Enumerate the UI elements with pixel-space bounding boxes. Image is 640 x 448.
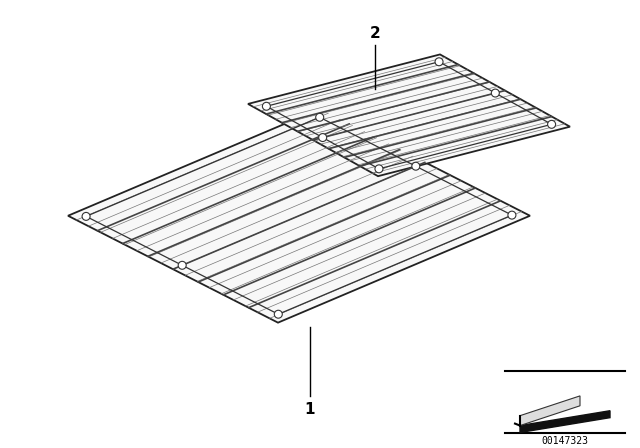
Polygon shape: [248, 55, 570, 176]
Circle shape: [262, 102, 270, 110]
Text: 00147323: 00147323: [541, 436, 589, 447]
Circle shape: [375, 165, 383, 173]
Polygon shape: [520, 411, 610, 432]
Circle shape: [492, 89, 499, 97]
Circle shape: [435, 58, 443, 66]
Polygon shape: [520, 396, 580, 426]
Circle shape: [82, 212, 90, 220]
Circle shape: [316, 113, 324, 121]
Polygon shape: [68, 109, 530, 323]
Circle shape: [412, 162, 420, 170]
Circle shape: [508, 211, 516, 219]
Circle shape: [178, 261, 186, 269]
Circle shape: [275, 310, 282, 318]
Circle shape: [319, 134, 326, 142]
Text: 1: 1: [305, 402, 316, 417]
Circle shape: [548, 121, 556, 128]
Text: 2: 2: [370, 26, 380, 41]
